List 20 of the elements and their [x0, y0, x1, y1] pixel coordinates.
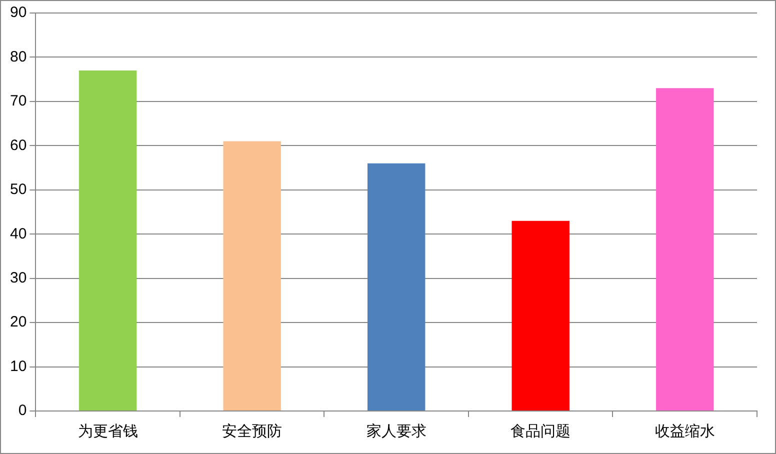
bar: [367, 163, 426, 410]
y-tick-label: 50: [10, 181, 27, 198]
x-tick-label: 食品问题: [510, 422, 571, 440]
y-tick-label: 60: [10, 136, 27, 154]
y-tick-label: 90: [10, 4, 27, 22]
x-tick-label: 安全预防: [222, 422, 282, 440]
y-tick-label: 30: [10, 269, 27, 286]
x-tick-label: 为更省钱: [78, 422, 138, 440]
bar: [223, 141, 281, 410]
x-tick-label: 家人要求: [366, 422, 426, 440]
x-tick-label: 收益缩水: [654, 422, 715, 440]
bar: [78, 70, 137, 410]
y-tick-label: 10: [10, 358, 27, 375]
bar: [512, 220, 570, 410]
y-tick-label: 20: [10, 314, 27, 331]
bar: [656, 88, 714, 410]
y-tick-label: 70: [10, 92, 27, 110]
y-tick-label: 0: [18, 402, 27, 420]
y-tick-label: 80: [10, 48, 27, 66]
y-tick-label: 40: [10, 225, 27, 242]
